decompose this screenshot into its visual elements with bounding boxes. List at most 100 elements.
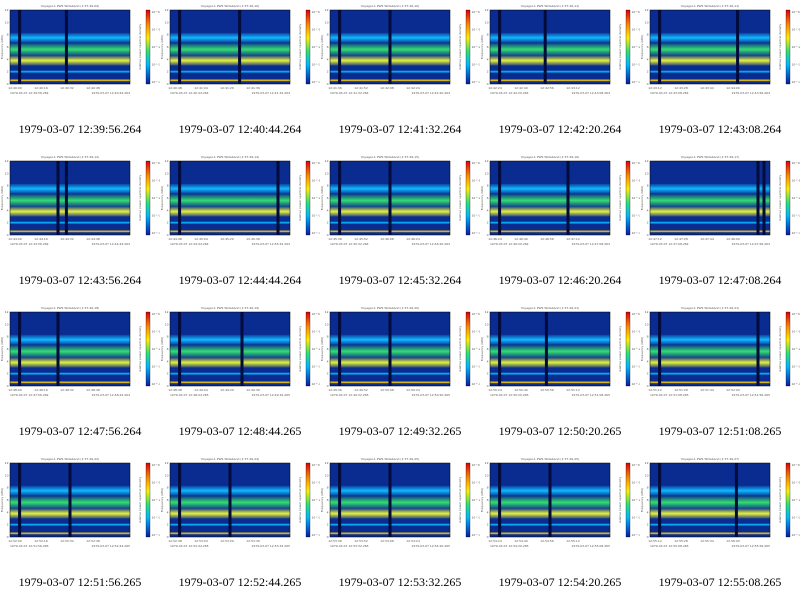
panel-title: Voyager-1 PWS Wideband (1:37:49-19) [201,306,259,310]
colorbar-tick-label: 10^0 [472,463,480,467]
data-gap [178,10,181,84]
x-tick-label: 12:52:16 [34,539,48,543]
x-tick-label: 12:52:48 [86,539,100,543]
x-tick-label: 12:46:24 [406,237,420,241]
y-tick-label: 4 [7,510,9,514]
x-tick-label: 12:43:28 [674,86,688,90]
y-tick-label: 6 [167,196,169,200]
spectral-band [650,486,770,496]
spectral-band [490,43,610,55]
panel-caption: 1979-03-07 12:48:44.265 [160,424,320,439]
colorbar [306,161,310,235]
x-tick-label: 12:55:12 [648,539,662,543]
y-tick-label: 6 [647,498,649,502]
y-tick-label: 6 [7,45,9,49]
colorbar-tick-label: 10^-2 [472,347,481,351]
panel-caption: 1979-03-07 12:47:08.264 [640,273,800,288]
y-tick-label: 12 [485,8,489,12]
y-tick-label: 6 [327,498,329,502]
spectral-band [490,345,610,357]
y-tick-label: 4 [7,359,9,363]
y-tick-label: 10 [485,171,489,175]
spectral-band [10,79,130,81]
y-axis-label: Frequency (kHz) [160,337,164,361]
spectral-band [10,230,130,232]
colorbar-tick-label: 10^-4 [472,382,481,386]
y-tick-label: 4 [327,359,329,363]
panel-caption: 1979-03-07 12:53:32.265 [320,575,480,590]
data-gap [498,10,501,84]
x-tick-label: 12:55:12 [566,539,580,543]
x-tick-label: 12:49:04 [194,388,208,392]
x-tick-label: 12:51:44 [700,388,714,392]
y-tick-label: 4 [7,208,9,212]
y-tick-label: 2 [327,221,329,225]
colorbar-tick-label: 10^0 [472,161,480,165]
x-tick-label: 12:41:04 [194,86,208,90]
x-tick-label: 12:44:00 [8,237,22,241]
y-tick-label: 6 [487,45,489,49]
y-axis-label: Frequency (kHz) [640,186,644,210]
data-gap [735,463,738,537]
colorbar-tick-label: 10^0 [792,161,800,165]
x-tick-label: 12:48:48 [86,388,100,392]
y-tick-label: 12 [5,310,9,314]
x-range-start: 1979-03-07 12:49:32.265 [330,393,369,397]
data-gap [57,312,60,386]
data-gap [389,161,392,235]
y-axis-label: Frequency (kHz) [320,488,324,512]
x-tick-label: 12:54:24 [406,539,420,543]
x-tick-label: 12:54:40 [514,539,528,543]
spectrogram-thumbnail: Voyager-1 PWS Wideband (1:37:49-15)02468… [320,151,480,269]
colorbar-tick-label: 10^-1 [792,481,800,485]
spectral-band [650,230,770,232]
y-tick-label: 4 [167,359,169,363]
colorbar [786,312,790,386]
colorbar-tick-label: 10^-1 [632,481,641,485]
colorbar-tick-label: 10^-2 [152,498,161,502]
data-gap [229,463,232,537]
spectral-band [170,230,290,232]
colorbar-tick-label: 10^-3 [312,214,321,218]
y-axis-label: Frequency (kHz) [0,488,4,512]
colorbar-label: relative power spectral density [618,24,622,71]
spectral-band [650,372,770,375]
x-tick-label: 12:55:44 [700,539,714,543]
colorbar [466,161,470,235]
spectral-band [650,523,770,526]
spectral-band [650,509,770,519]
y-axis-label: Frequency (kHz) [320,35,324,59]
spectral-band [490,230,610,232]
data-gap [567,161,570,235]
x-tick-label: 12:44:32 [60,237,74,241]
y-tick-label: 10 [325,322,329,326]
y-tick-label: 2 [647,70,649,74]
colorbar-tick-label: 10^0 [792,463,800,467]
x-tick-label: 12:42:24 [488,86,502,90]
colorbar-tick-label: 10^-2 [632,196,641,200]
spectral-band [490,221,610,224]
spectral-band [490,207,610,217]
colorbar-label: relative power spectral density [778,326,782,373]
colorbar [786,10,790,84]
